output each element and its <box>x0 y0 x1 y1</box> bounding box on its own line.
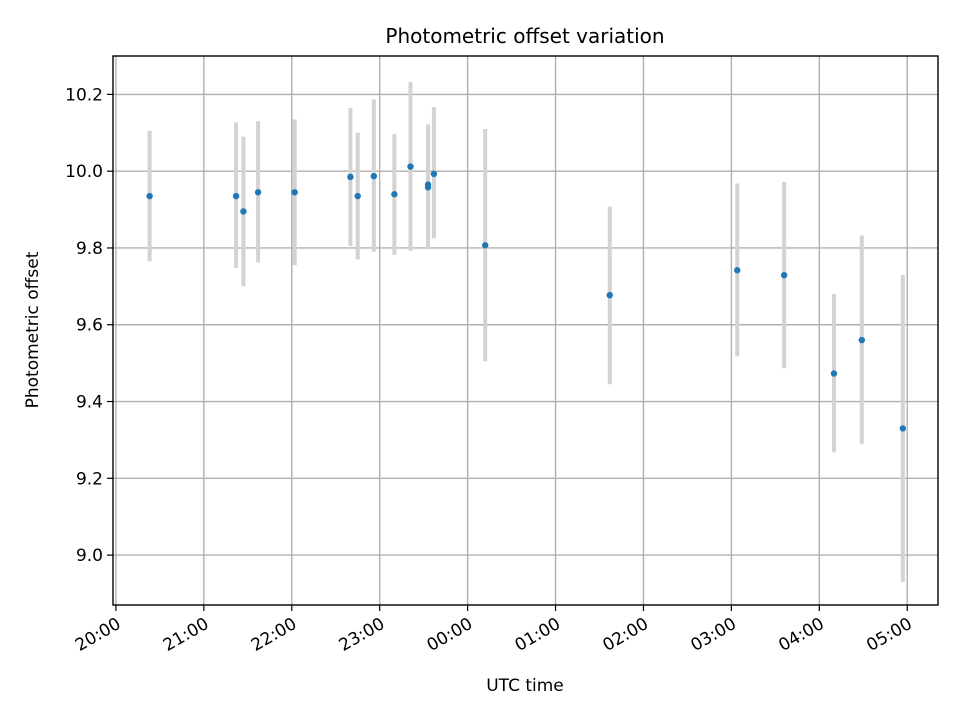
data-point <box>858 336 866 344</box>
y-axis-ticks: 9.0 9.2 9.4 9.6 9.8 10.0 10.2 <box>65 85 113 566</box>
y-tick-label: 9.2 <box>76 469 103 489</box>
data-point <box>370 172 378 180</box>
data-point <box>354 192 361 200</box>
grid-lines <box>113 56 938 605</box>
y-tick-label: 9.0 <box>76 546 103 566</box>
data-point <box>347 173 354 181</box>
data-point <box>606 291 613 299</box>
data-point <box>424 184 432 191</box>
data-point <box>482 242 489 249</box>
data-point <box>734 267 741 274</box>
y-tick-label: 10.2 <box>65 85 103 105</box>
data-point <box>240 208 247 215</box>
data-point <box>291 189 298 196</box>
y-tick-label: 9.4 <box>76 393 103 413</box>
y-tick-label: 9.8 <box>76 239 103 259</box>
data-point <box>407 163 414 170</box>
data-points <box>146 163 907 432</box>
y-axis-label: Photometric offset <box>23 251 43 408</box>
data-point <box>391 191 398 198</box>
y-tick-label: 9.6 <box>76 316 103 336</box>
chart-title: Photometric offset variation <box>385 24 664 48</box>
data-point <box>430 170 438 178</box>
data-point <box>899 425 907 432</box>
data-point <box>254 189 262 196</box>
x-axis-label: UTC time <box>486 676 564 696</box>
data-point <box>232 192 240 200</box>
data-point <box>780 272 788 279</box>
data-point <box>146 192 153 200</box>
plot-frame <box>112 55 939 606</box>
data-point <box>830 370 838 377</box>
y-tick-label: 10.0 <box>65 162 103 182</box>
